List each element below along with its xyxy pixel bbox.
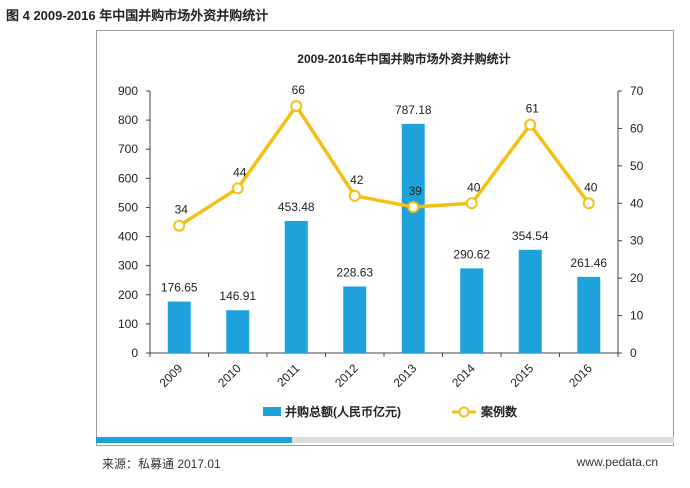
line-data-label: 42 (350, 173, 364, 187)
y-left-tick-label: 700 (118, 142, 138, 156)
y-right-tick-label: 60 (630, 121, 644, 135)
x-tick-label: 2010 (215, 361, 244, 390)
y-right-tick-label: 40 (630, 196, 644, 210)
y-right-tick-label: 30 (630, 234, 644, 248)
bar-data-label: 453.48 (278, 200, 315, 214)
line-point (407, 201, 420, 214)
bar (518, 249, 542, 353)
line-point (173, 219, 186, 232)
line-point (231, 182, 244, 195)
x-tick-label: 2012 (332, 361, 361, 390)
y-left-tick-label: 200 (118, 288, 138, 302)
y-right-tick-label: 50 (630, 159, 644, 173)
footer-divider-accent (96, 437, 292, 443)
legend-swatch-bar (263, 407, 281, 416)
bar-data-label: 176.65 (161, 281, 198, 295)
bar (284, 220, 308, 353)
y-left-tick-label: 800 (118, 113, 138, 127)
line-path (178, 104, 591, 228)
line-data-label: 40 (584, 180, 598, 194)
line-point (465, 197, 478, 210)
y-right-tick-label: 0 (630, 346, 637, 360)
legend-marker-line (458, 406, 470, 418)
x-tick-label: 2009 (157, 361, 186, 390)
y-left-tick-label: 600 (118, 171, 138, 185)
line-data-label: 44 (233, 165, 247, 179)
bar (460, 268, 484, 353)
line-data-label: 66 (292, 83, 306, 97)
y-left-tick-label: 100 (118, 317, 138, 331)
line-data-label: 34 (175, 203, 189, 217)
y-left-tick-label: 400 (118, 230, 138, 244)
y-left-tick-label: 900 (118, 84, 138, 98)
x-tick-label: 2011 (274, 361, 302, 389)
axes: 0 100 200 300 400 500 600 700 800 900 0 10 20 30 40 50 6… (118, 84, 644, 390)
x-tick-label: 2016 (566, 361, 595, 390)
x-tick-label: 2015 (508, 361, 537, 390)
legend-label-line: 案例数 (480, 404, 518, 419)
bar-series: 176.65 146.91 453.48 228.63 787.18 290.62 354.… (161, 103, 607, 353)
line-data-label: 39 (409, 184, 423, 198)
line-point (524, 118, 537, 131)
bar-data-label: 261.46 (570, 256, 607, 270)
y-left-tick-label: 300 (118, 259, 138, 273)
y-right-tick-label: 70 (630, 84, 644, 98)
figure-caption: 图 4 2009-2016 年中国并购市场外资并购统计 (6, 8, 269, 23)
bar-data-label: 787.18 (395, 103, 432, 117)
y-left-tick-label: 0 (131, 346, 138, 360)
chart-frame (96, 30, 674, 446)
legend-label-bar: 并购总额(人民币亿元) (285, 404, 401, 419)
y-left-tick-label: 500 (118, 200, 138, 214)
line-series: 34 44 66 42 39 40 61 40 (173, 83, 598, 232)
bar-data-label: 354.54 (512, 229, 549, 243)
bar (226, 310, 250, 353)
bar-data-label: 290.62 (453, 247, 490, 261)
line-data-label: 40 (467, 180, 481, 194)
line-data-label: 61 (526, 102, 540, 116)
footer-divider (96, 437, 674, 443)
bar (401, 123, 425, 353)
line-point (582, 197, 595, 210)
bar-data-label: 228.63 (336, 265, 373, 279)
bar (167, 301, 191, 353)
legend: 并购总额(人民币亿元) 案例数 (263, 404, 518, 419)
x-tick-label: 2014 (449, 361, 478, 390)
website-link: www.pedata.cn (576, 455, 658, 469)
line-point (348, 189, 361, 202)
y-right-tick-label: 10 (630, 309, 644, 323)
source-note: 来源：私募通 2017.01 (102, 457, 221, 471)
bar (577, 276, 601, 353)
y-right-tick-label: 20 (630, 271, 644, 285)
bar (343, 286, 367, 353)
line-point (290, 99, 303, 112)
x-tick-label: 2013 (391, 361, 420, 390)
chart-title: 2009-2016年中国并购市场外资并购统计 (297, 51, 510, 66)
bar-data-label: 146.91 (219, 289, 256, 303)
